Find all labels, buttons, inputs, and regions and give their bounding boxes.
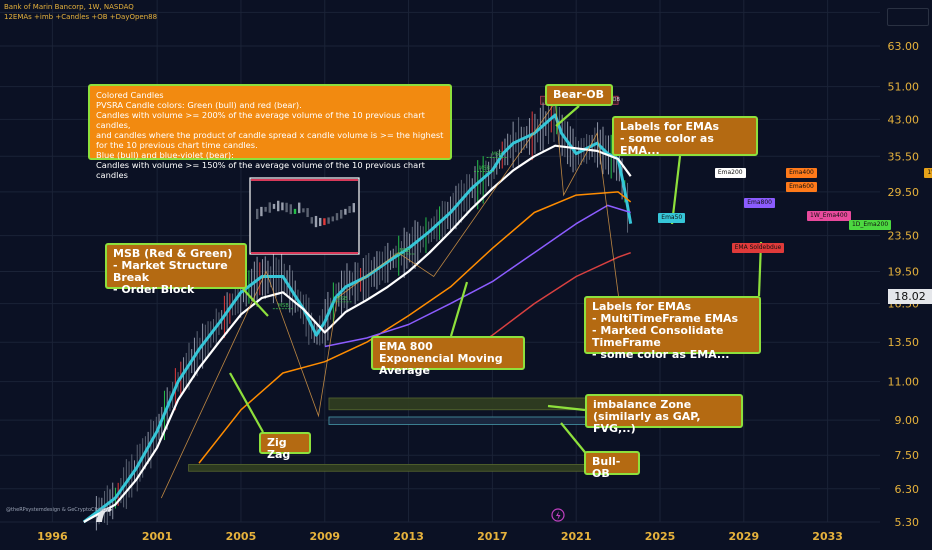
x-tick-label: 2013 (393, 530, 424, 543)
msb-label: MSB (399, 248, 410, 254)
inset-candle (348, 206, 351, 213)
lightning-icon (551, 508, 565, 522)
y-axis: 75.0063.0051.0043.0035.5029.5023.5019.50… (888, 6, 920, 529)
callout-pointer (229, 372, 264, 433)
msb-label: MSB (278, 303, 289, 309)
callout-imbalance: imbalance Zone (similarly as GAP, FVG,..… (585, 394, 743, 435)
inset-candle (310, 217, 313, 224)
ema-series-line (324, 204, 631, 348)
inset-candle (306, 208, 309, 218)
ema-tag: Ema200 (714, 168, 746, 179)
callout-bear-ob: Bear-OB (545, 84, 613, 106)
inset-candle (268, 202, 271, 213)
inset-candle (285, 202, 288, 213)
callout-pointer (560, 422, 589, 457)
author-credit: @theRPsystemdesign & GeCryptoCfriedy (6, 507, 109, 513)
y-tick-label: 6.30 (895, 483, 920, 496)
inset-candle (256, 208, 259, 220)
indicator-list: 12EMAs +imb +Candles +OB +DayOpen88 (4, 13, 158, 21)
y-tick-label: 5.30 (895, 516, 920, 529)
callout-pointer (555, 105, 580, 127)
inset-candle (277, 200, 280, 212)
zig-zag-line (160, 101, 627, 499)
x-tick-label: 2029 (728, 530, 759, 543)
inset-bottom-band (251, 252, 358, 254)
inset-candle (281, 202, 284, 211)
y-tick-label: 13.50 (888, 336, 920, 349)
y-tick-label: 23.50 (888, 230, 920, 243)
y-tick-label: 7.50 (895, 449, 920, 462)
y-tick-label: 19.50 (888, 265, 920, 278)
msb-label: MSB (492, 152, 503, 158)
inset-candle (314, 215, 318, 228)
inset-candle (344, 208, 347, 215)
dino-icon (96, 507, 112, 522)
x-tick-label: 2005 (226, 530, 257, 543)
candle-inset (249, 177, 360, 255)
ema-tag: 1W_Ema200 (924, 168, 932, 179)
inset-candle (289, 204, 292, 215)
x-tick-label: 2001 (142, 530, 173, 543)
y-tick-label: 43.00 (888, 113, 920, 126)
inset-candle (340, 209, 343, 219)
inset-candle (264, 206, 267, 212)
y-tick-label: 35.50 (888, 150, 920, 163)
callout-pointer (670, 155, 682, 225)
msb-label: MSB (479, 165, 490, 171)
inset-top-band (251, 179, 358, 181)
chart-title: Bank of Marin Bancorp, 1W, NASDAQ (4, 3, 134, 11)
x-tick-label: 2021 (561, 530, 592, 543)
ema-tag: Ema800 (744, 198, 775, 209)
msb-label: MSB (337, 296, 348, 302)
callout-pointer (242, 288, 269, 317)
inset-candle (298, 202, 301, 214)
inset-candle (293, 208, 297, 214)
y-tick-label: 9.00 (895, 414, 920, 427)
price-scale-box[interactable] (887, 8, 929, 26)
ema-tag: Ema400 (786, 168, 817, 179)
inset-candle (323, 218, 326, 226)
y-tick-label: 51.00 (888, 81, 920, 94)
callout-labels-ema-2: Labels for EMAs - MultiTimeFrame EMAs - … (584, 296, 761, 361)
extra-marks (96, 507, 565, 522)
y-tick-label: 63.00 (888, 40, 920, 53)
y-tick-label: 11.00 (888, 376, 920, 389)
ema-tag: EMA Soldebdue (731, 243, 785, 254)
ema-tag: Ema600 (786, 182, 817, 193)
callout-zig-zag: Zig Zag (259, 432, 311, 461)
zone-box (188, 464, 636, 472)
current-price-label: 18.02 (888, 289, 932, 304)
inset-candle (302, 208, 305, 213)
callout-labels-ema-1: Labels for EMAs - some color as EMA... (612, 116, 758, 157)
inset-candle (327, 217, 330, 224)
y-tick-label: 29.50 (888, 186, 920, 199)
x-axis: 1996 2001 2005 2009 2013 2017 2021 2025 2029 2033 (37, 530, 843, 543)
ema-series-line (82, 113, 633, 524)
ema-tag: 1W_Ema400 (807, 211, 851, 222)
x-tick-label: 2009 (309, 530, 340, 543)
inset-candle (319, 217, 322, 227)
callout-ema800: EMA 800 Exponencial Moving Average (371, 336, 525, 377)
callout-pointer (547, 404, 586, 412)
x-tick-label: 2017 (477, 530, 508, 543)
inset-candle (335, 213, 339, 221)
callout-pointer (449, 281, 469, 337)
ema-tag: 1D_Ema200 (848, 220, 892, 231)
x-tick-label: 1996 (37, 530, 68, 543)
inset-candle (352, 203, 355, 213)
x-tick-label: 2025 (645, 530, 676, 543)
inset-candle (260, 206, 263, 217)
ema-series-line (198, 191, 632, 464)
callout-colored-candles: Colored Candles PVSRA Candle colors: Gre… (88, 84, 452, 180)
inset-candle (331, 216, 334, 222)
callout-msb: MSB (Red & Green) - Market Structure Bre… (105, 243, 247, 296)
inset-candle (272, 203, 276, 209)
callout-bull-ob: Bull-OB (584, 451, 640, 480)
lightning-bolt (556, 511, 561, 520)
x-tick-label: 2033 (812, 530, 843, 543)
ema-tag: Ema50 (658, 213, 686, 224)
inset-frame (249, 177, 360, 255)
ema-series-line (83, 144, 632, 523)
